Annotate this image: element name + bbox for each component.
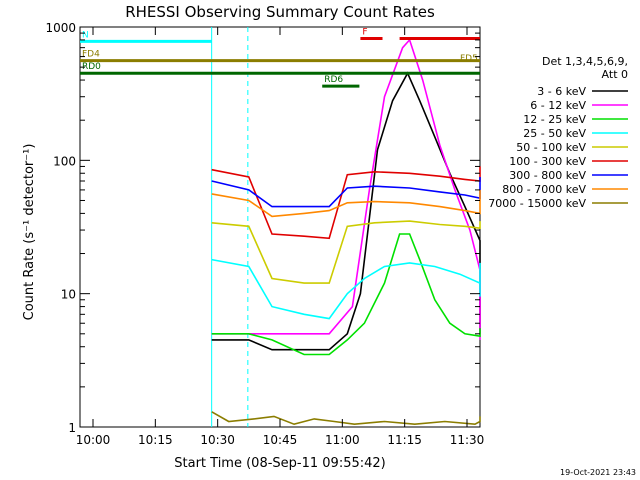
- legend-label-100-300-kev: 100 - 300 keV: [509, 155, 586, 168]
- legend-label-12-25-kev: 12 - 25 keV: [523, 113, 586, 126]
- legend-header-2: Att 0: [602, 68, 628, 81]
- x-tick-label-1: 10:15: [138, 433, 173, 447]
- flag-label-f: F: [362, 27, 367, 37]
- x-tick-label-6: 11:30: [450, 433, 485, 447]
- y-tick-label-2: 100: [53, 154, 76, 168]
- timestamp: 19-Oct-2021 23:43: [560, 468, 636, 477]
- legend-label-25-50-kev: 25 - 50 keV: [523, 127, 586, 140]
- plot-frame: [79, 26, 481, 428]
- legend-header-1: Det 1,3,4,5,6,9,: [542, 55, 628, 68]
- legend-label-300-800-kev: 300 - 800 keV: [509, 169, 586, 182]
- x-tick-label-5: 11:15: [387, 433, 422, 447]
- series-line-12-25-kev: [211, 233, 481, 356]
- axes: 10:00 10:15 10:30 10:45 11:00 11:15 11:30 1 10 10…: [45, 21, 484, 447]
- y-axis-label: Count Rate (s⁻¹ detector⁻¹): [22, 144, 37, 321]
- legend-label-800-7000-kev: 800 - 7000 keV: [502, 183, 586, 196]
- flag-bars: N F FD4 FD5 RD0 RD6: [80, 27, 480, 88]
- series-line-800-7000-kev: [211, 189, 481, 218]
- series-line-50-100-kev: [211, 220, 481, 284]
- flag-label-fd5: FD5: [460, 54, 478, 64]
- series-line-7000-15000-kev: [211, 411, 481, 426]
- flag-label-rd6: RD6: [324, 75, 343, 85]
- x-tick-label-0: 10:00: [76, 433, 111, 447]
- series-line-100-300-kev: [211, 166, 481, 240]
- legend-label-7000-15000-kev: 7000 - 15000 keV: [488, 197, 586, 210]
- x-axis-label: Start Time (08-Sep-11 09:55:42): [174, 456, 385, 471]
- x-tick-label-4: 11:00: [325, 433, 360, 447]
- legend-label-50-100-kev: 50 - 100 keV: [516, 141, 586, 154]
- flag-label-fd4: FD4: [82, 50, 100, 60]
- series-line-25-50-kev: [211, 258, 481, 320]
- legend-label-3-6-kev: 3 - 6 keV: [537, 85, 586, 98]
- y-tick-label-3: 1000: [45, 21, 76, 35]
- y-tick-label-0: 1: [68, 421, 76, 435]
- flag-label-n: N: [82, 30, 89, 40]
- chart-title: RHESSI Observing Summary Count Rates: [125, 3, 435, 21]
- x-tick-label-2: 10:30: [200, 433, 235, 447]
- y-tick-label-1: 10: [61, 288, 76, 302]
- legend-label-6-12-kev: 6 - 12 keV: [530, 99, 586, 112]
- flag-label-rd0: RD0: [82, 62, 101, 72]
- x-tick-label-3: 10:45: [263, 433, 298, 447]
